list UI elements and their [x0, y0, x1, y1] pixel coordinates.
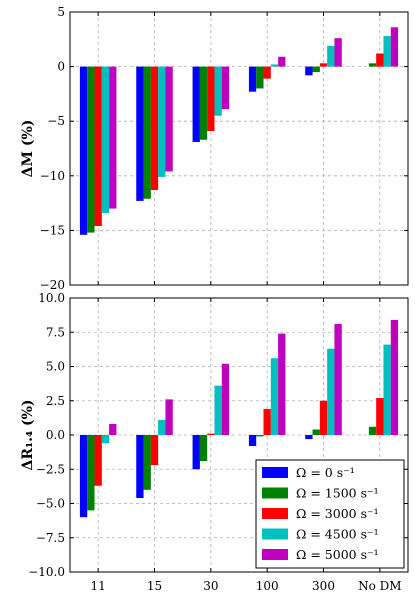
bar [270, 64, 279, 67]
y-tick-label: −20 [40, 278, 65, 292]
bar [278, 333, 286, 435]
x-tick-label: No DM [358, 579, 401, 593]
bar [214, 66, 222, 116]
bar [136, 435, 144, 499]
bar [207, 433, 215, 435]
y-axis-label: ΔM (%) [20, 120, 36, 178]
bar [165, 399, 173, 435]
bar [319, 63, 328, 67]
y-tick-label: −10 [40, 169, 65, 183]
bar [192, 66, 200, 142]
legend-entry: Ω = 5000 s⁻¹ [296, 547, 379, 562]
bar [143, 66, 151, 199]
bar [101, 435, 110, 444]
bar [192, 435, 200, 470]
y-tick-label: −7.5 [36, 531, 65, 545]
y-tick-label: 7.5 [46, 325, 65, 339]
panel-top: 5 0 −5 −10 −15 −20 ΔM (%) [20, 5, 409, 292]
x-tick-label: 11 [91, 579, 106, 593]
bar [158, 66, 166, 177]
bar [278, 56, 286, 67]
bar [150, 435, 159, 466]
legend-entry: Ω = 0 s⁻¹ [296, 465, 355, 480]
legend-swatch [262, 528, 288, 540]
bar [256, 435, 264, 437]
legend-swatch [262, 508, 288, 519]
bar [270, 358, 279, 435]
y-tick-label: 5.0 [46, 360, 65, 374]
bar [94, 435, 102, 486]
bar [221, 66, 230, 110]
legend-entry: Ω = 4500 s⁻¹ [296, 527, 379, 542]
bar [305, 435, 313, 440]
bar [248, 435, 257, 446]
y-tick-label: 0 [57, 60, 65, 74]
bar [390, 27, 399, 67]
bar [263, 408, 271, 435]
plot-frame [69, 11, 409, 286]
bar [136, 66, 144, 201]
bar [334, 38, 342, 67]
bar [79, 66, 88, 235]
bar [305, 66, 313, 76]
legend-swatch [262, 467, 288, 478]
bar [312, 66, 320, 73]
y-tick-label: 0.0 [46, 428, 65, 442]
bar [221, 363, 230, 435]
bar [143, 435, 151, 490]
legend-entry: Ω = 1500 s⁻¹ [296, 486, 379, 501]
y-tick-label: 10.0 [38, 291, 65, 305]
bar [248, 66, 257, 92]
panel-bottom: 10.0 7.5 5.0 2.5 0.0 −2.5 −5.0 −7.5 −10.0 11 15 30 1… [20, 291, 409, 593]
y-tick-label: −5 [47, 114, 65, 128]
bar [376, 53, 384, 67]
legend-entry: Ω = 3000 s⁻¹ [296, 506, 379, 521]
y-tick-label: 5 [57, 5, 65, 19]
bar [327, 348, 335, 435]
bar [383, 344, 391, 435]
bar [334, 324, 342, 435]
y-tick-label: −2.5 [36, 462, 65, 476]
legend-swatch [262, 487, 288, 499]
y-tick-label: −5.0 [36, 497, 65, 511]
bar [101, 66, 110, 213]
bar [263, 66, 271, 79]
y-axis-label: ΔR₁.₄ (%) [20, 399, 36, 470]
bar [165, 66, 173, 172]
bar [87, 66, 95, 233]
bar [199, 66, 208, 140]
bar [150, 66, 159, 190]
bar [79, 435, 88, 518]
bar [199, 435, 208, 462]
y-tick-label: −10.0 [28, 565, 65, 579]
bar [390, 319, 399, 435]
bar [319, 400, 328, 435]
y-tick-label: 2.5 [46, 394, 65, 408]
bar [94, 66, 102, 227]
bar [312, 429, 320, 435]
legend-swatch [262, 549, 288, 560]
legend: Ω = 0 s⁻¹ Ω = 1500 s⁻¹ Ω = 3000 s⁻¹ Ω = 450… [255, 459, 405, 569]
bar [327, 45, 335, 67]
bar [383, 36, 391, 67]
x-tick-label: 15 [147, 579, 162, 593]
bar [87, 435, 95, 511]
bar [158, 419, 166, 435]
bar [368, 63, 377, 67]
bar [109, 66, 117, 209]
bar [368, 426, 377, 435]
bar [109, 424, 117, 435]
bar [207, 66, 215, 132]
bar [256, 66, 264, 89]
y-tick-label: −15 [40, 223, 65, 237]
x-tick-label: 30 [203, 579, 218, 593]
bar [214, 385, 222, 435]
x-tick-label: 300 [312, 579, 335, 593]
bar [376, 398, 384, 435]
x-tick-label: 100 [256, 579, 279, 593]
